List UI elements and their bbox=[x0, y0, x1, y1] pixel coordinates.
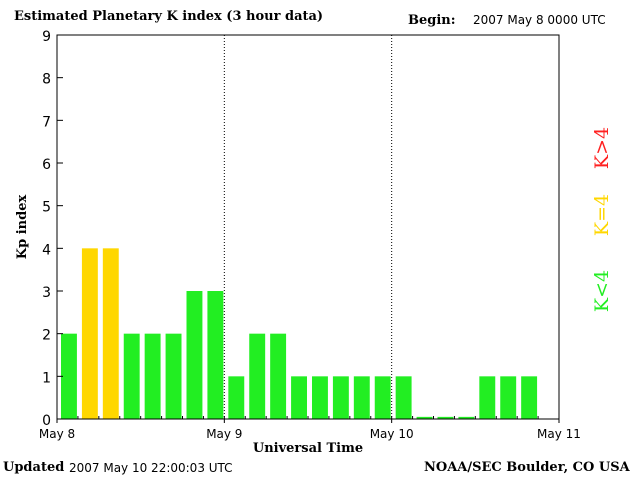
x-tick-label: May 9 bbox=[206, 427, 242, 441]
legend-high: K>4 bbox=[591, 127, 613, 169]
legend-low: K<4 bbox=[591, 270, 613, 312]
y-tick-label: 7 bbox=[42, 114, 51, 130]
kp-bar bbox=[437, 416, 454, 419]
kp-bar bbox=[186, 291, 203, 419]
kp-bar bbox=[291, 376, 307, 419]
chart-title: Estimated Planetary K index (3 hour data… bbox=[14, 9, 324, 24]
kp-bar bbox=[165, 333, 182, 419]
y-tick-label: 4 bbox=[42, 242, 51, 258]
y-tick-label: 1 bbox=[42, 370, 51, 386]
kp-bar bbox=[270, 333, 287, 419]
kp-bar bbox=[332, 376, 349, 419]
kp-bar bbox=[207, 291, 224, 419]
begin-label: Begin: bbox=[408, 13, 456, 28]
kp-bar bbox=[81, 248, 98, 419]
kp-bar bbox=[479, 376, 496, 419]
kp-bar bbox=[374, 376, 391, 419]
x-tick-label: May 10 bbox=[370, 427, 414, 441]
kp-bar bbox=[249, 333, 266, 419]
kp-bar bbox=[61, 333, 77, 419]
kp-bar bbox=[521, 376, 538, 419]
y-tick-label: 6 bbox=[42, 157, 51, 173]
y-tick-label: 9 bbox=[42, 29, 51, 45]
kp-bar bbox=[395, 376, 412, 419]
begin-value: 2007 May 8 0000 UTC bbox=[473, 13, 606, 27]
legend-mid: K=4 bbox=[591, 194, 613, 236]
updated-label: Updated bbox=[3, 460, 65, 475]
y-tick-label: 2 bbox=[42, 328, 51, 344]
credit-text: NOAA/SEC Boulder, CO USA bbox=[424, 460, 630, 475]
kp-bar bbox=[102, 248, 119, 419]
kp-bar bbox=[353, 376, 370, 419]
x-axis-label: Universal Time bbox=[253, 441, 363, 456]
kp-bar bbox=[458, 416, 475, 419]
kp-bar bbox=[144, 333, 161, 419]
y-axis-label: Kp index bbox=[15, 195, 30, 260]
x-tick-label: May 8 bbox=[39, 427, 75, 441]
x-tick-label: May 11 bbox=[537, 427, 581, 441]
kp-bar bbox=[312, 376, 328, 419]
kp-bar bbox=[416, 416, 433, 419]
y-tick-label: 5 bbox=[42, 200, 51, 216]
kp-bar bbox=[228, 376, 245, 419]
y-tick-label: 0 bbox=[42, 413, 51, 429]
kp-bar bbox=[123, 333, 140, 419]
y-tick-label: 3 bbox=[42, 285, 51, 301]
kp-bar bbox=[500, 376, 517, 419]
y-tick-label: 8 bbox=[42, 72, 51, 88]
updated-value: 2007 May 10 22:00:03 UTC bbox=[69, 461, 233, 475]
